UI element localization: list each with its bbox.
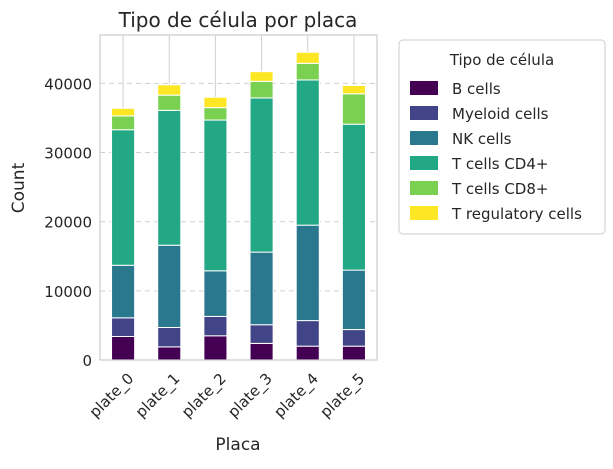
legend-swatch [410,81,438,95]
y-axis-label: Count [9,162,29,213]
legend-label: T cells CD4+ [451,155,548,173]
legend-frame [398,39,606,235]
bar-segment [295,51,320,64]
x-tick-label: plate_4 [270,370,322,422]
bar-segment [249,251,274,326]
bar-segment [157,346,182,361]
bar-segment [111,107,136,117]
bar-segment [203,335,228,361]
bar-segment [203,315,228,337]
bar-segment [295,79,320,226]
legend-label: T regulatory cells [451,205,582,223]
legend-swatch [410,206,438,220]
bar-segment [295,62,320,81]
bar-segment [249,97,274,253]
legend-swatch [410,131,438,145]
bar-segment [295,224,320,322]
bar-segment [203,107,228,121]
bar-segment [157,94,182,111]
y-tick-label: 40000 [44,75,92,93]
y-tick-label: 20000 [44,214,92,232]
bar-segment [111,129,136,266]
y-tick-label: 10000 [44,283,92,301]
bar-segment [157,327,182,348]
bar-segment [295,345,320,361]
x-tick-label: plate_2 [178,370,230,422]
legend-label: Myeloid cells [452,105,549,123]
bar-segment [111,264,136,319]
bar-segment [249,71,274,82]
legend-title: Tipo de célula [449,51,554,69]
bar-segment [341,93,366,125]
bar-segment [203,119,228,272]
bar-segment [157,84,182,96]
legend-swatch [410,106,438,120]
legend: Tipo de célula B cells Myeloid cells NK ce… [398,39,606,235]
bar-segment [249,324,274,344]
bar-segment [111,335,136,361]
plot-frame [99,34,378,361]
bar-segment [111,115,136,131]
y-tick-label: 0 [82,352,92,370]
bar-segment [341,269,366,331]
legend-swatch [410,156,438,170]
x-tick-label: plate_0 [86,370,138,422]
bar-segment [295,320,320,347]
bar-segment [341,123,366,271]
bar-segment [111,317,136,337]
legend-swatch [410,181,438,195]
plot-area: 010000200003000040000plate_0plate_1plate… [44,34,378,422]
bar-segment [249,80,274,99]
chart-title: Tipo de célula por placa [118,8,358,32]
bar-segment [157,244,182,328]
bar-segment [203,270,228,317]
bar-segment [249,342,274,361]
bar-segment [157,109,182,246]
bar-segment [341,84,366,95]
legend-label: NK cells [452,130,512,148]
x-axis-label: Placa [215,435,260,455]
x-tick-label: plate_5 [317,370,369,422]
legend-label: B cells [452,80,501,98]
bar-segment [341,329,366,347]
bar-segment [203,96,228,109]
legend-label: T cells CD8+ [451,180,548,198]
x-tick-label: plate_1 [132,370,184,422]
legend-items: B cells Myeloid cells NK cells T cells CD4+… [410,80,582,223]
bar-segment [341,345,366,361]
y-tick-label: 30000 [44,145,92,163]
x-tick-label: plate_3 [224,370,276,422]
